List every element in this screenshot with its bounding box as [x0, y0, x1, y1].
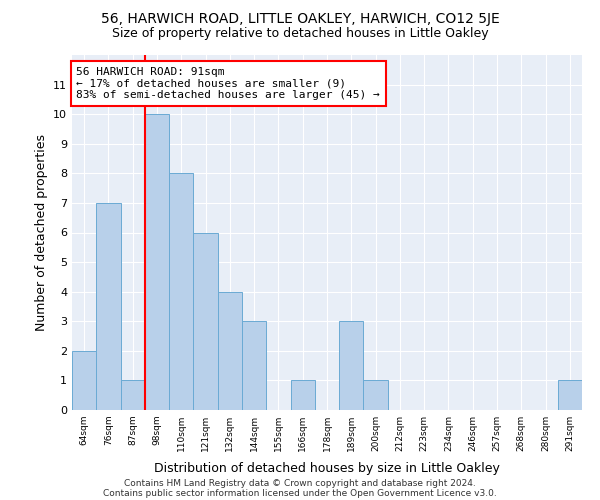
Text: Contains public sector information licensed under the Open Government Licence v3: Contains public sector information licen… [103, 488, 497, 498]
X-axis label: Distribution of detached houses by size in Little Oakley: Distribution of detached houses by size … [154, 462, 500, 475]
Text: 56, HARWICH ROAD, LITTLE OAKLEY, HARWICH, CO12 5JE: 56, HARWICH ROAD, LITTLE OAKLEY, HARWICH… [101, 12, 499, 26]
Text: Contains HM Land Registry data © Crown copyright and database right 2024.: Contains HM Land Registry data © Crown c… [124, 478, 476, 488]
Bar [364, 380, 388, 410]
Bar [558, 380, 582, 410]
Bar [193, 232, 218, 410]
Bar [339, 322, 364, 410]
Bar [169, 174, 193, 410]
Bar [145, 114, 169, 410]
Bar [121, 380, 145, 410]
Text: Size of property relative to detached houses in Little Oakley: Size of property relative to detached ho… [112, 28, 488, 40]
Bar [96, 203, 121, 410]
Text: 56 HARWICH ROAD: 91sqm
← 17% of detached houses are smaller (9)
83% of semi-deta: 56 HARWICH ROAD: 91sqm ← 17% of detached… [76, 67, 380, 100]
Bar [218, 292, 242, 410]
Bar [242, 322, 266, 410]
Bar [290, 380, 315, 410]
Bar [72, 351, 96, 410]
Y-axis label: Number of detached properties: Number of detached properties [35, 134, 47, 331]
